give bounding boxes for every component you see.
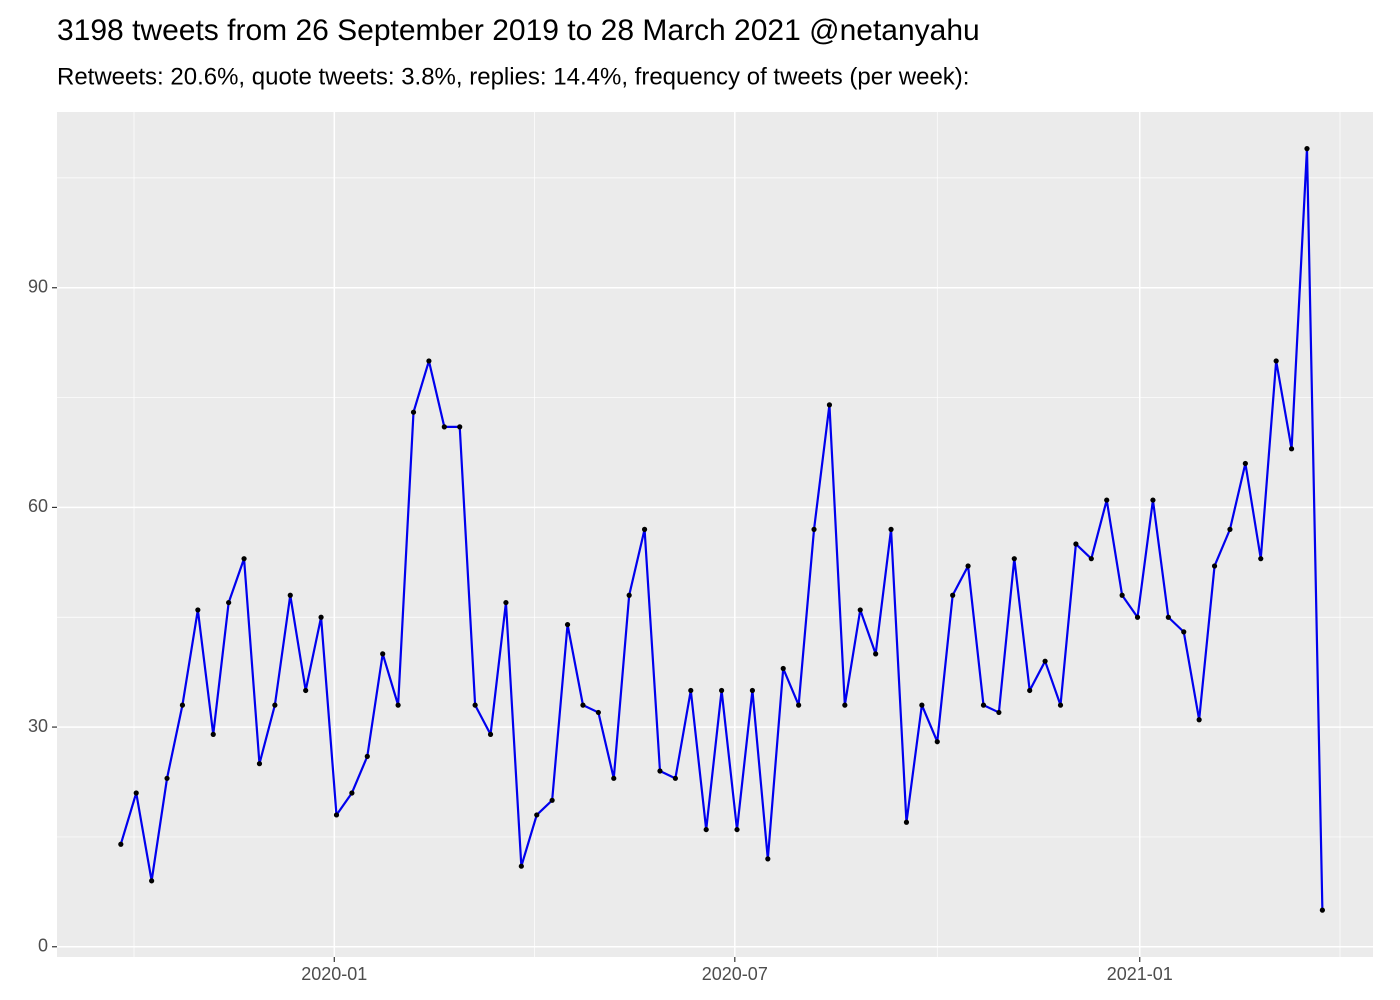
data-point [1181,629,1187,635]
data-point [1242,460,1248,467]
data-point [672,775,678,781]
y-tick-label: 30 [28,716,48,736]
y-tick-label: 90 [28,276,48,296]
data-point [503,599,509,606]
data-point [1165,614,1171,620]
data-point [441,424,447,430]
data-point [688,687,694,694]
data-point [734,826,740,833]
data-point [765,856,771,862]
plot-panel [57,112,1373,957]
data-point [1258,556,1264,562]
data-point [1273,358,1279,364]
data-point [842,702,848,708]
data-point [980,702,987,708]
y-tick-label: 0 [38,935,48,955]
x-tick-label: 2020-01 [301,964,367,984]
data-point [857,607,863,613]
data-point [1073,541,1079,547]
data-point [226,599,232,606]
data-point [965,563,971,569]
data-point [410,409,417,415]
data-point [703,826,709,833]
data-point [641,526,648,532]
data-point [811,526,817,532]
data-point [303,687,309,694]
data-point [595,709,601,716]
data-point [1319,907,1325,913]
data-point [888,526,894,532]
data-point [996,709,1002,716]
data-point [1288,446,1295,452]
data-point [626,592,632,598]
data-point [580,702,586,708]
data-point [1211,563,1218,569]
data-point [518,863,524,869]
data-point [1088,556,1094,562]
data-point [1119,592,1125,598]
data-point [349,790,355,796]
data-point [210,731,216,738]
data-point [950,592,956,598]
data-point [179,702,186,708]
data-point [873,651,879,657]
data-point [1104,497,1110,503]
data-point [426,358,432,364]
x-tick-label: 2020-07 [702,964,768,984]
data-point [241,556,247,562]
data-point [1150,497,1156,503]
data-point [1027,687,1033,694]
data-point [487,731,494,738]
data-point [657,768,663,774]
data-point [796,702,802,708]
data-point [903,819,910,825]
data-point [164,775,170,781]
y-tick-label: 60 [28,496,48,516]
data-point [534,812,540,818]
data-point [287,592,293,598]
data-point [611,775,617,781]
data-point [256,761,263,767]
chart-title: 3198 tweets from 26 September 2019 to 28… [57,14,980,47]
data-point [364,753,370,759]
data-point [272,702,278,708]
data-point [1011,556,1017,562]
data-point [934,739,940,745]
chart-subtitle: Retweets: 20.6%, quote tweets: 3.8%, rep… [57,63,969,90]
data-point [1042,658,1048,664]
data-point [195,607,201,613]
data-point [826,402,833,408]
data-point [149,878,155,884]
data-point [1057,702,1064,708]
data-point [133,790,139,796]
data-point [318,614,324,620]
data-point [564,621,571,628]
data-point [1134,614,1141,620]
data-point [118,841,124,847]
data-point [472,702,478,708]
data-point [395,702,401,708]
data-point [1304,146,1310,152]
data-point [549,797,555,803]
data-point [380,651,386,657]
data-point [457,424,463,430]
data-point [919,702,925,708]
data-point [1227,526,1233,532]
data-point [719,687,725,694]
data-point [333,812,340,818]
data-point [780,665,786,672]
data-point [749,687,756,694]
data-point [1196,717,1202,723]
x-tick-label: 2021-01 [1107,964,1173,984]
